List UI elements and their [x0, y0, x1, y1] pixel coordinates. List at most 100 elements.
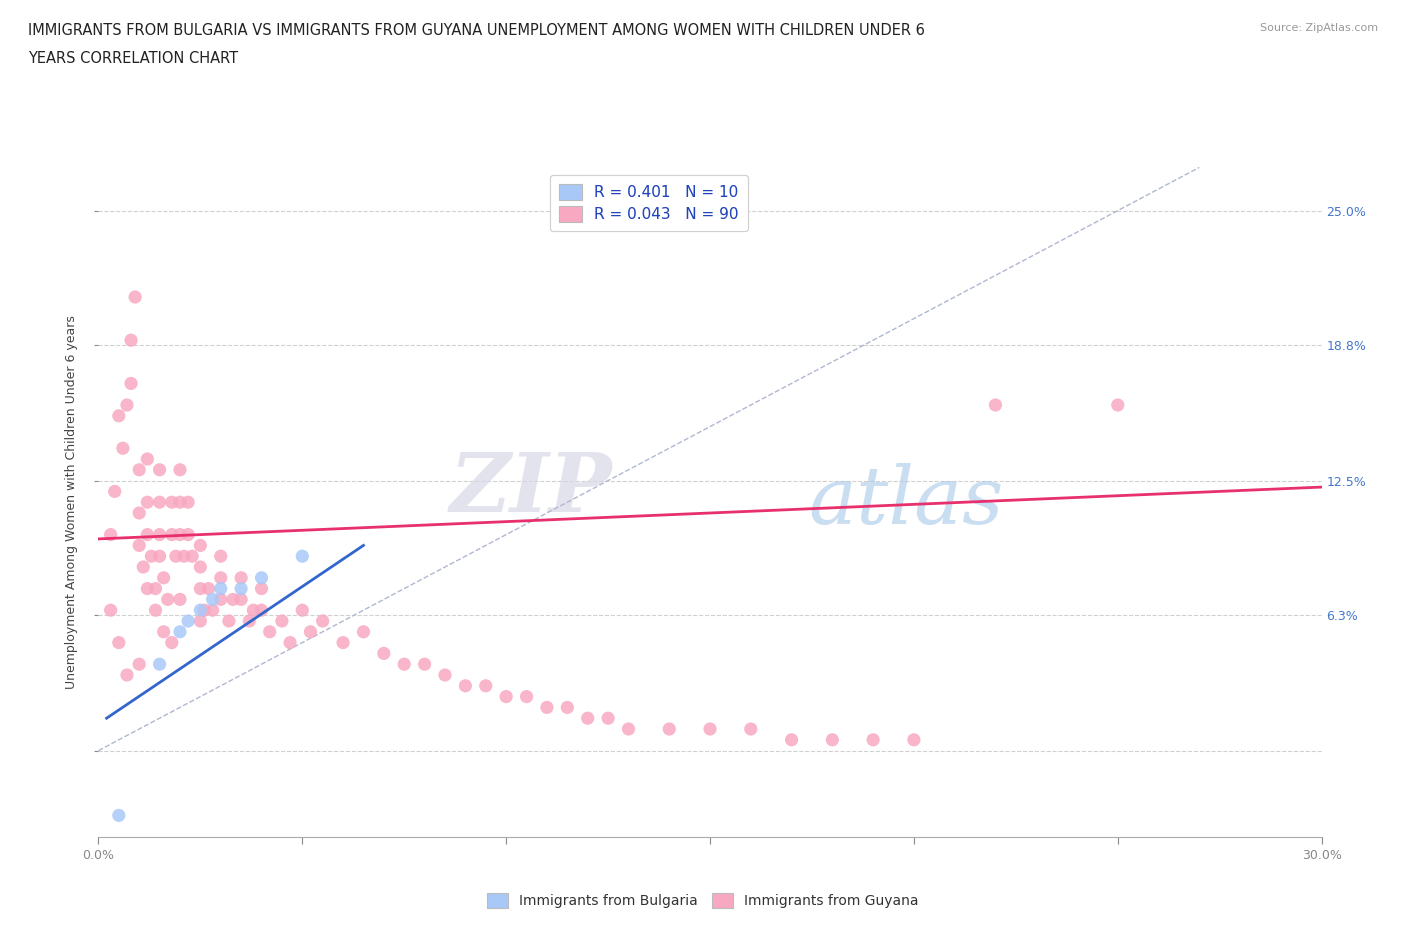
Point: [259, 624, 281, 639]
Point: [617, 722, 640, 737]
Point: [188, 538, 212, 552]
Point: [193, 603, 215, 618]
Legend: Immigrants from Bulgaria, Immigrants from Guyana: Immigrants from Bulgaria, Immigrants fro…: [482, 888, 924, 914]
Point: [141, 549, 163, 564]
Text: atlas: atlas: [808, 463, 1004, 541]
Point: [201, 592, 224, 607]
Point: [209, 570, 232, 585]
Point: [115, 397, 138, 412]
Point: [188, 614, 212, 629]
Point: [128, 462, 150, 477]
Point: [104, 484, 127, 498]
Point: [780, 732, 803, 747]
Point: [197, 581, 219, 596]
Point: [231, 592, 253, 607]
Point: [332, 635, 354, 650]
Point: [108, 808, 131, 823]
Point: [352, 624, 374, 639]
Point: [165, 549, 187, 564]
Point: [903, 732, 925, 747]
Point: [145, 581, 167, 596]
Point: [108, 635, 131, 650]
Point: [152, 624, 174, 639]
Point: [821, 732, 844, 747]
Point: [132, 560, 155, 575]
Point: [169, 592, 191, 607]
Point: [270, 614, 294, 629]
Point: [291, 549, 314, 564]
Point: [169, 495, 191, 510]
Point: [173, 549, 195, 564]
Text: Source: ZipAtlas.com: Source: ZipAtlas.com: [1260, 23, 1378, 33]
Point: [576, 711, 599, 725]
Point: [128, 538, 150, 552]
Point: [169, 624, 191, 639]
Point: [1107, 397, 1129, 412]
Point: [299, 624, 322, 639]
Point: [160, 527, 183, 542]
Point: [862, 732, 884, 747]
Y-axis label: Unemployment Among Women with Children Under 6 years: Unemployment Among Women with Children U…: [65, 315, 79, 689]
Point: [136, 452, 159, 467]
Point: [128, 506, 150, 521]
Point: [218, 614, 240, 629]
Point: [188, 560, 212, 575]
Point: [495, 689, 517, 704]
Point: [111, 441, 134, 456]
Point: [598, 711, 620, 725]
Point: [222, 592, 245, 607]
Point: [516, 689, 538, 704]
Point: [128, 657, 150, 671]
Point: [278, 635, 301, 650]
Point: [136, 495, 159, 510]
Point: [242, 603, 264, 618]
Point: [149, 462, 172, 477]
Point: [699, 722, 721, 737]
Point: [434, 668, 457, 683]
Point: [209, 581, 232, 596]
Point: [392, 657, 416, 671]
Point: [120, 376, 142, 391]
Point: [188, 581, 212, 596]
Point: [536, 700, 558, 715]
Point: [124, 289, 146, 304]
Point: [149, 549, 172, 564]
Point: [120, 333, 142, 348]
Point: [177, 614, 200, 629]
Point: [149, 657, 172, 671]
Point: [169, 527, 191, 542]
Point: [238, 614, 260, 629]
Point: [149, 495, 172, 510]
Point: [250, 603, 273, 618]
Point: [156, 592, 179, 607]
Point: [231, 581, 253, 596]
Point: [291, 603, 314, 618]
Legend: R = 0.401   N = 10, R = 0.043   N = 90: R = 0.401 N = 10, R = 0.043 N = 90: [550, 175, 748, 232]
Point: [177, 495, 200, 510]
Point: [474, 678, 498, 693]
Point: [312, 614, 335, 629]
Point: [454, 678, 477, 693]
Point: [100, 527, 122, 542]
Point: [169, 462, 191, 477]
Point: [413, 657, 436, 671]
Point: [658, 722, 681, 737]
Point: [250, 570, 273, 585]
Point: [740, 722, 762, 737]
Point: [145, 603, 167, 618]
Point: [557, 700, 579, 715]
Point: [209, 592, 232, 607]
Point: [373, 646, 395, 661]
Point: [984, 397, 1007, 412]
Text: IMMIGRANTS FROM BULGARIA VS IMMIGRANTS FROM GUYANA UNEMPLOYMENT AMONG WOMEN WITH: IMMIGRANTS FROM BULGARIA VS IMMIGRANTS F…: [28, 23, 925, 38]
Point: [149, 527, 172, 542]
Point: [181, 549, 204, 564]
Point: [152, 570, 174, 585]
Text: ZIP: ZIP: [450, 449, 612, 529]
Point: [136, 527, 159, 542]
Point: [108, 408, 131, 423]
Text: YEARS CORRELATION CHART: YEARS CORRELATION CHART: [28, 51, 238, 66]
Point: [100, 603, 122, 618]
Point: [136, 581, 159, 596]
Point: [209, 549, 232, 564]
